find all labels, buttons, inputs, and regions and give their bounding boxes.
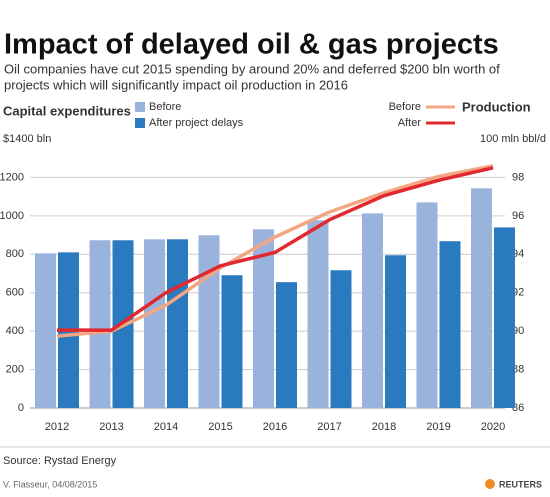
x-tick-label: 2020 [481,421,505,433]
bar [89,240,111,408]
x-tick-label: 2012 [45,421,69,433]
credit: V. Flasseur, 04/08/2015 [3,479,97,489]
y2-tick-label: 94 [512,248,524,260]
logo: REUTERS [499,479,542,489]
bar [471,188,492,408]
x-tick-label: 2016 [263,421,287,433]
x-tick-label: 2017 [317,421,341,433]
bar [253,229,274,408]
line [57,166,494,332]
subtitle: projects which will significantly impact… [4,77,348,92]
bar [221,275,243,408]
bar [416,202,438,408]
line [56,164,494,338]
y2-tick-label: 98 [512,171,524,183]
legend-swatch [135,118,145,128]
legend-swatch [135,102,145,112]
y2-tick-label: 86 [512,402,524,414]
y2-tick-label: 92 [512,287,524,299]
bar [167,239,188,408]
x-tick-label: 2014 [154,421,178,433]
legend-label: Before [389,101,421,113]
bar [330,270,352,408]
legend-label: After project delays [149,117,244,129]
bar [198,235,220,408]
y2-axis-title: Production [462,99,531,114]
y-tick-label: $1400 bln [3,133,51,145]
bar [276,282,297,408]
subtitle: Oil companies have cut 2015 spending by … [4,61,500,76]
chart-title: Impact of delayed oil & gas projects [4,29,499,61]
bar [144,239,165,408]
bar [439,241,461,408]
x-tick-label: 2013 [99,421,123,433]
bar [362,213,383,408]
x-tick-label: 2015 [208,421,232,433]
y2-tick-label: 100 mln bbl/d [480,133,546,145]
bar [385,255,406,408]
x-tick-label: 2018 [372,421,396,433]
y2-tick-label: 88 [512,363,524,375]
y-tick-label: 800 [6,248,24,260]
y-tick-label: 1200 [0,171,24,183]
y-axis-title: Capital expenditures [3,103,131,118]
y2-tick-label: 96 [512,210,524,222]
legend-label: Before [149,101,181,113]
y-tick-label: 1000 [0,210,24,222]
source: Source: Rystad Energy [3,455,117,467]
y2-tick-label: 90 [512,325,524,337]
bar [307,220,329,408]
bar [494,227,515,408]
legend-label: After [398,117,422,129]
y-tick-label: 200 [6,363,24,375]
x-tick-label: 2019 [426,421,450,433]
bar [35,253,56,408]
y-tick-label: 600 [6,287,24,299]
y-tick-label: 0 [18,402,24,414]
y-tick-label: 400 [6,325,24,337]
logo-icon [485,479,495,489]
